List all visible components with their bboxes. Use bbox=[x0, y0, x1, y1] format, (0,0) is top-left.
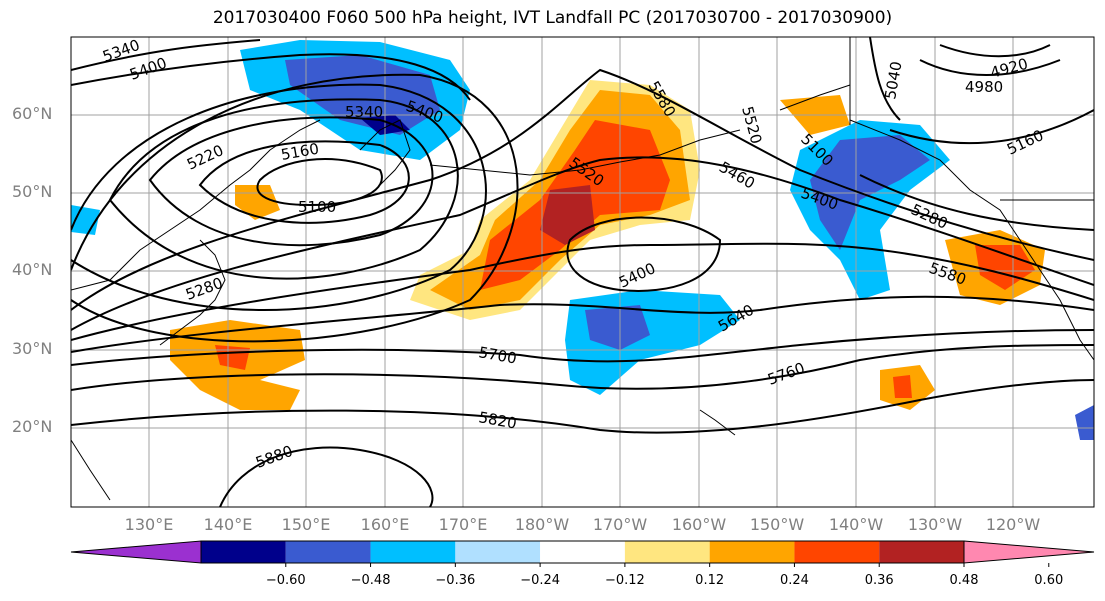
lon-label-150e: 150°E bbox=[281, 515, 331, 534]
positive-plume-central-60 bbox=[540, 185, 595, 245]
lat-label-30n: 30°N bbox=[12, 339, 53, 358]
colorbar-box bbox=[709, 541, 795, 563]
coast-philippines bbox=[71, 439, 111, 501]
lat-label-50n: 50°N bbox=[12, 182, 53, 201]
contour-5100-low bbox=[256, 158, 383, 207]
contour-5460 bbox=[71, 68, 1094, 311]
lon-label-160e: 160°E bbox=[360, 515, 410, 534]
colorbar-tick-label: 0.12 bbox=[695, 573, 725, 588]
contour-5160 bbox=[198, 140, 410, 224]
lat-label-60n: 60°N bbox=[12, 104, 53, 123]
lat-label-20n: 20°N bbox=[12, 417, 53, 436]
coastlines bbox=[71, 37, 1094, 501]
contour-5400-mid-low bbox=[566, 216, 722, 292]
contour-label: 5340 bbox=[345, 103, 383, 121]
positive-region-japan bbox=[235, 185, 280, 220]
contour-5760 bbox=[71, 344, 1094, 391]
contour-label: 5100 bbox=[298, 198, 336, 216]
colorbar-tick-label: 0.60 bbox=[1034, 573, 1064, 588]
lon-label-180w: 180°W bbox=[514, 515, 570, 534]
graticule bbox=[71, 37, 1094, 507]
map-title: 2017030400 F060 500 hPa height, IVT Land… bbox=[212, 8, 893, 28]
lon-label-140w: 140°W bbox=[828, 515, 884, 534]
lon-label-120w: 120°W bbox=[985, 515, 1041, 534]
colorbar-box bbox=[879, 541, 964, 563]
colorbar-box bbox=[540, 541, 625, 563]
lat-label-40n: 40°N bbox=[12, 260, 53, 279]
coast-japan bbox=[159, 239, 226, 346]
lon-label-130w: 130°W bbox=[907, 515, 963, 534]
negative-region-subtropical-core bbox=[585, 305, 650, 350]
contour-5280 bbox=[108, 98, 459, 280]
colorbar-tick-label: 0.24 bbox=[779, 573, 809, 588]
negative-region-far-east bbox=[1075, 405, 1094, 440]
contour-5220 bbox=[148, 116, 434, 247]
colorbar-tick-label: 0.36 bbox=[864, 573, 894, 588]
colorbar-outline bbox=[200, 540, 965, 564]
colorbar-box bbox=[794, 541, 880, 563]
colorbar-tick-label: 0.48 bbox=[949, 573, 979, 588]
contour-5520 bbox=[71, 156, 1094, 331]
colorbar-box bbox=[201, 541, 286, 563]
colorbar bbox=[70, 540, 1095, 567]
contour-5040 bbox=[869, 37, 901, 121]
contour-5880 bbox=[219, 446, 434, 507]
coast-aleutians bbox=[429, 129, 741, 176]
colorbar-extension-low bbox=[70, 540, 202, 564]
colorbar-box bbox=[285, 541, 371, 563]
lon-label-170w: 170°W bbox=[592, 515, 648, 534]
lon-label-150w: 150°W bbox=[749, 515, 805, 534]
colorbar-tick-label: −0.48 bbox=[350, 573, 391, 588]
coast-north-america bbox=[849, 119, 1094, 361]
colorbar-box bbox=[624, 541, 710, 563]
contour-5400 bbox=[71, 53, 471, 101]
contour-4920 bbox=[939, 44, 1051, 58]
colorbar-tick-label: −0.24 bbox=[520, 573, 561, 588]
plot-frame bbox=[70, 36, 1095, 508]
lon-label-160w: 160°W bbox=[671, 515, 727, 534]
coast-kamchatka bbox=[359, 119, 411, 186]
contour-5700 bbox=[71, 329, 1094, 366]
colorbar-tick-label: −0.60 bbox=[265, 573, 306, 588]
contour-4980 bbox=[919, 59, 1061, 76]
height-contours bbox=[71, 37, 1094, 507]
contour-5640 bbox=[71, 295, 1094, 353]
contour-5160-east bbox=[889, 109, 1094, 145]
colorbar-box bbox=[455, 541, 541, 563]
colorbar-extension-high bbox=[963, 540, 1095, 564]
colorbar-tick-label: −0.36 bbox=[435, 573, 476, 588]
contour-5820 bbox=[71, 379, 1094, 434]
lon-label-170e: 170°E bbox=[438, 515, 488, 534]
lon-label-130e: 130°E bbox=[124, 515, 174, 534]
contour-5340 bbox=[71, 39, 261, 71]
contour-5340-ring bbox=[71, 83, 487, 311]
contour-label: 4980 bbox=[965, 78, 1003, 96]
positive-region-hawaii-ne-core bbox=[893, 375, 912, 398]
contour-5400-ring bbox=[71, 73, 519, 343]
colorbar-box bbox=[370, 541, 456, 563]
colorbar-tick-label: −0.12 bbox=[604, 573, 645, 588]
lon-label-140e: 140°E bbox=[203, 515, 253, 534]
contour-5280-east bbox=[859, 174, 1094, 231]
contour-5580 bbox=[71, 242, 1094, 341]
